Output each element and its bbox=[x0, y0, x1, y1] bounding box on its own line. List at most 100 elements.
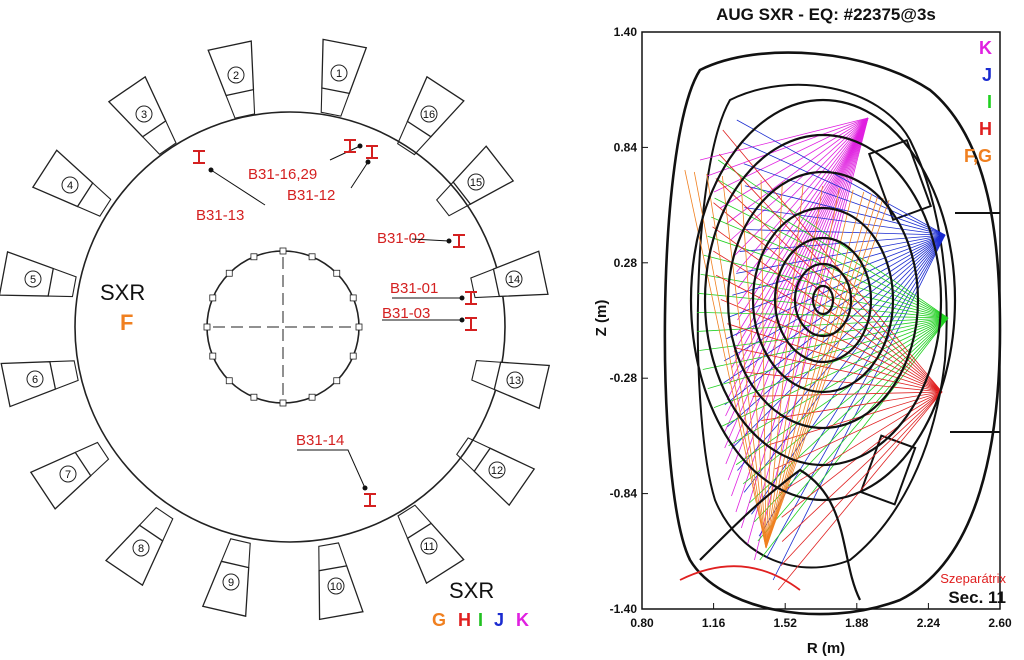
line-of-sight bbox=[740, 177, 767, 549]
b31-label-2: B31-16,29 bbox=[248, 139, 363, 183]
port-number-circle bbox=[420, 105, 438, 123]
flux-surface bbox=[689, 98, 957, 502]
port-number-circle bbox=[467, 173, 485, 191]
y-tick-label: 0.28 bbox=[614, 256, 638, 270]
column-notch bbox=[209, 352, 217, 360]
section-label: Sec. 11 bbox=[948, 588, 1006, 607]
line-of-sight bbox=[736, 234, 946, 274]
line-of-sight bbox=[698, 292, 949, 319]
port-number: 8 bbox=[138, 543, 144, 555]
line-of-sight bbox=[727, 117, 869, 481]
port-4: 4 bbox=[31, 149, 112, 217]
port-15: 15 bbox=[436, 145, 515, 217]
b31-detector-mark bbox=[344, 139, 356, 153]
port-flange bbox=[452, 145, 515, 205]
line-of-sight bbox=[751, 234, 946, 515]
column-notch bbox=[279, 247, 287, 255]
port-number-circle bbox=[506, 371, 524, 389]
port-number-circle bbox=[488, 461, 506, 479]
line-of-sight bbox=[733, 117, 869, 353]
outer-vessel-ring bbox=[74, 111, 506, 543]
port-neck bbox=[49, 360, 79, 390]
b31-label-text: B31-16,29 bbox=[248, 166, 317, 183]
b31-arrow-head bbox=[459, 295, 465, 301]
line-of-sight bbox=[706, 173, 767, 549]
flux-surface bbox=[751, 206, 895, 394]
port-number-circle bbox=[330, 64, 348, 82]
port-number-circle bbox=[24, 270, 42, 288]
line-of-sight bbox=[758, 234, 946, 537]
legend-entry: K bbox=[979, 38, 992, 58]
separatrix-annotation: Szeparátrix bbox=[940, 571, 1006, 586]
b31-detector-mark bbox=[193, 150, 205, 164]
separatrix-red bbox=[679, 565, 801, 591]
line-of-sight bbox=[740, 141, 946, 236]
port-16: 16 bbox=[396, 75, 465, 156]
port-2: 2 bbox=[207, 40, 256, 119]
line-of-sight bbox=[699, 317, 949, 351]
line-of-sight bbox=[722, 129, 943, 393]
port-number-circle bbox=[132, 539, 150, 557]
y-tick-label: -0.84 bbox=[610, 487, 638, 501]
port-neck bbox=[397, 504, 432, 539]
port-number: 1 bbox=[336, 68, 342, 80]
line-of-sight bbox=[725, 234, 946, 340]
line-of-sight bbox=[765, 183, 804, 549]
poloidal-plot: AUG SXR - EQ: #22375@3s 1.40 0.84 0.28 -0.2… bbox=[593, 5, 1012, 657]
x-tick-label: 1.16 bbox=[702, 616, 726, 630]
los-fan bbox=[684, 169, 890, 549]
x-tick-labels: 0.80 1.16 1.52 1.88 2.24 2.60 bbox=[630, 603, 1012, 630]
sxr-camera-letter: J bbox=[494, 610, 504, 630]
b31-label-text: B31-03 bbox=[382, 305, 430, 322]
sxr-camera-letter: K bbox=[516, 610, 529, 630]
x-tick-label: 1.88 bbox=[845, 616, 869, 630]
port-body bbox=[436, 145, 515, 217]
line-of-sight bbox=[713, 202, 943, 393]
line-of-sight bbox=[725, 117, 869, 417]
line-of-sight bbox=[720, 317, 949, 428]
sxr-camera-letter: H bbox=[458, 610, 471, 630]
port-neck bbox=[436, 181, 471, 217]
vessel-wall bbox=[663, 51, 1002, 616]
column-notch bbox=[225, 377, 233, 385]
port-number-circle bbox=[135, 105, 153, 123]
port-body bbox=[31, 149, 112, 217]
x-tick-label: 1.52 bbox=[774, 616, 798, 630]
line-of-sight bbox=[743, 163, 946, 236]
line-of-sight bbox=[740, 117, 869, 529]
port-13: 13 bbox=[471, 360, 551, 410]
port-neck bbox=[142, 120, 177, 156]
column-notch bbox=[333, 377, 341, 385]
port-body bbox=[397, 504, 465, 585]
line-of-sight bbox=[761, 391, 943, 421]
line-of-sight bbox=[772, 234, 946, 581]
b31-leader-line bbox=[350, 161, 369, 189]
y-axis-title: Z (m) bbox=[593, 300, 610, 337]
b31-label-text: B31-02 bbox=[377, 230, 425, 247]
port-number: 13 bbox=[509, 375, 521, 387]
sxr-top-title: SXR bbox=[100, 280, 145, 305]
b31-leader-line bbox=[411, 238, 450, 242]
column-notch bbox=[279, 399, 287, 407]
line-of-sight bbox=[768, 391, 943, 446]
port-number-circle bbox=[26, 370, 44, 388]
column-notch bbox=[349, 352, 357, 360]
line-of-sight bbox=[733, 117, 869, 257]
port-flange bbox=[29, 451, 92, 510]
port-6: 6 bbox=[0, 360, 79, 408]
line-of-sight bbox=[765, 195, 879, 549]
plot-content bbox=[663, 51, 1002, 616]
line-of-sight bbox=[728, 117, 869, 385]
line-of-sight bbox=[720, 299, 943, 393]
line-of-sight bbox=[766, 234, 946, 559]
line-of-sight bbox=[720, 117, 869, 209]
port-number-circle bbox=[420, 537, 438, 555]
x-tick-label: 2.24 bbox=[917, 616, 941, 630]
line-of-sight bbox=[718, 153, 943, 393]
port-neck bbox=[320, 88, 350, 117]
y-tick-label: 1.40 bbox=[614, 25, 638, 39]
line-of-sight bbox=[779, 391, 943, 494]
sxr-bottom-title: SXR bbox=[449, 578, 494, 603]
port-number-circle bbox=[59, 465, 77, 483]
